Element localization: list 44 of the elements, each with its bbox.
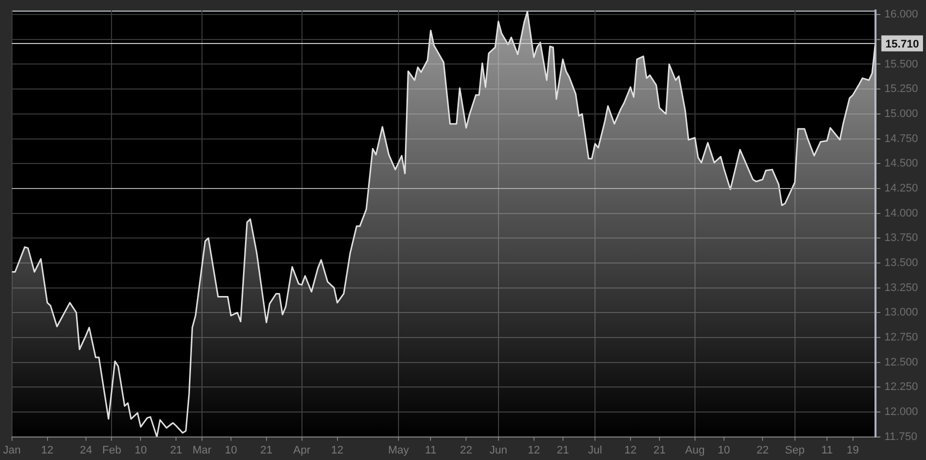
y-tick-label: 16.000 (884, 8, 918, 21)
y-tick-label: 13.750 (884, 232, 918, 244)
y-tick-label: 15.500 (884, 58, 918, 70)
y-tick-label: 14.750 (884, 132, 918, 145)
x-tick-label: 21 (260, 444, 273, 456)
x-tick-label: 10 (718, 444, 730, 456)
x-tick-label: Aug (685, 444, 705, 456)
x-tick-label: 22 (460, 444, 472, 456)
y-tick-label: 15.000 (884, 108, 918, 120)
y-tick-label: 11.750 (884, 430, 918, 443)
x-tick-label: 21 (556, 444, 569, 456)
x-tick-label: 21 (170, 444, 182, 456)
x-tick-label: 22 (756, 444, 769, 456)
y-tick-label: 12.000 (884, 406, 918, 418)
y-tick-label: 13.000 (884, 306, 918, 319)
x-tick-label: 11 (821, 444, 833, 456)
x-tick-label: 12 (331, 444, 344, 456)
y-tick-label: 12.750 (884, 331, 918, 344)
x-tick-label: Sep (785, 444, 805, 456)
x-tick-label: Jun (490, 444, 508, 456)
x-tick-label: 19 (846, 444, 859, 456)
x-tick-label: Jan (2, 444, 21, 456)
x-tick-label: 11 (425, 444, 436, 456)
ref-line-label: 15.710 (885, 38, 920, 50)
x-tick-label: 12 (624, 444, 637, 456)
y-tick-label: 15.250 (884, 83, 918, 96)
y-tick-label: 13.500 (884, 256, 918, 269)
x-tick-label: 21 (653, 444, 666, 456)
x-tick-label: Feb (102, 444, 122, 456)
x-tick-label: 12 (528, 444, 540, 456)
x-tick-label: Mar (192, 444, 212, 456)
x-tick-label: 10 (224, 444, 238, 456)
x-tick-label: Jul (588, 444, 602, 456)
x-tick-label: Apr (293, 444, 311, 456)
y-tick-label: 12.250 (884, 381, 918, 394)
y-tick-label: 14.250 (884, 182, 918, 194)
x-tick-label: 10 (134, 444, 147, 456)
x-tick-label: May (388, 444, 410, 456)
x-tick-label: 24 (80, 444, 92, 456)
y-tick-label: 14.000 (884, 207, 918, 220)
y-tick-label: 13.250 (884, 282, 918, 294)
x-tick-label: 12 (41, 444, 54, 456)
y-tick-label: 14.500 (884, 158, 918, 170)
y-tick-label: 12.500 (884, 356, 918, 368)
